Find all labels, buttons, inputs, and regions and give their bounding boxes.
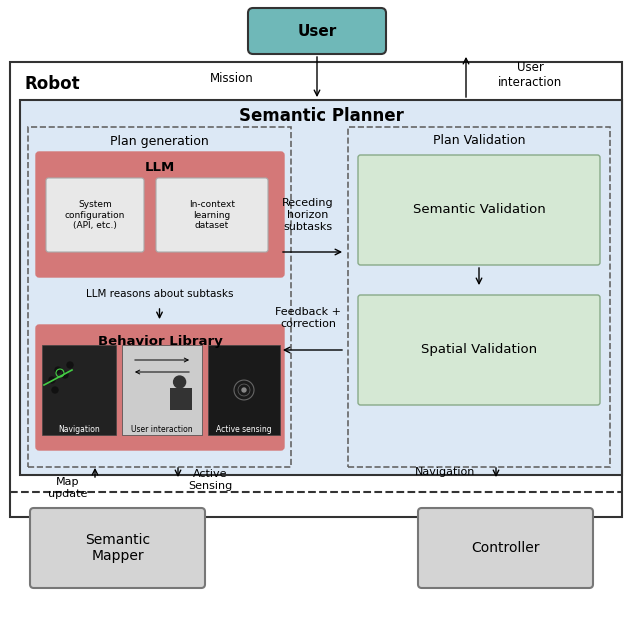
Text: User: User xyxy=(298,23,337,38)
Text: Semantic
Mapper: Semantic Mapper xyxy=(85,533,150,563)
FancyBboxPatch shape xyxy=(36,152,284,277)
Text: Semantic Planner: Semantic Planner xyxy=(238,107,403,125)
Text: Spatial Validation: Spatial Validation xyxy=(421,344,537,357)
Circle shape xyxy=(49,377,55,383)
Circle shape xyxy=(174,376,186,388)
Text: Plan generation: Plan generation xyxy=(110,134,209,148)
Text: Map
update: Map update xyxy=(48,477,88,499)
Bar xyxy=(20,100,622,475)
Text: User
interaction: User interaction xyxy=(498,61,562,89)
FancyBboxPatch shape xyxy=(358,295,600,405)
Bar xyxy=(42,345,116,435)
Text: LLM reasons about subtasks: LLM reasons about subtasks xyxy=(86,289,233,299)
Text: Navigation: Navigation xyxy=(415,467,475,477)
FancyBboxPatch shape xyxy=(36,325,284,450)
Text: System
configuration
(API, etc.): System configuration (API, etc.) xyxy=(65,200,125,230)
Bar xyxy=(170,388,192,410)
FancyBboxPatch shape xyxy=(30,508,205,588)
Circle shape xyxy=(55,367,61,373)
Text: Behavior Library: Behavior Library xyxy=(97,335,222,347)
Circle shape xyxy=(67,362,73,368)
Text: Controller: Controller xyxy=(471,541,540,555)
Bar xyxy=(122,345,202,435)
Text: Feedback +
correction: Feedback + correction xyxy=(275,307,341,329)
Circle shape xyxy=(62,372,68,378)
Text: Navigation: Navigation xyxy=(58,425,100,433)
Text: Plan Validation: Plan Validation xyxy=(433,134,525,148)
Bar xyxy=(10,62,622,517)
Bar xyxy=(348,127,610,467)
Text: Mission: Mission xyxy=(210,72,254,85)
FancyBboxPatch shape xyxy=(46,178,144,252)
FancyBboxPatch shape xyxy=(358,155,600,265)
Text: Active
Sensing: Active Sensing xyxy=(188,469,232,491)
Circle shape xyxy=(242,388,246,392)
Text: Semantic Validation: Semantic Validation xyxy=(413,203,545,217)
Bar xyxy=(208,345,280,435)
FancyBboxPatch shape xyxy=(248,8,386,54)
Circle shape xyxy=(52,387,58,393)
Text: Receding
horizon
subtasks: Receding horizon subtasks xyxy=(282,198,334,232)
FancyBboxPatch shape xyxy=(418,508,593,588)
FancyBboxPatch shape xyxy=(156,178,268,252)
Text: Active sensing: Active sensing xyxy=(216,425,272,433)
Text: Robot: Robot xyxy=(24,75,80,93)
Text: In-context
learning
dataset: In-context learning dataset xyxy=(189,200,235,230)
Text: LLM: LLM xyxy=(145,161,175,175)
Text: User interaction: User interaction xyxy=(131,425,193,433)
Bar xyxy=(28,127,291,467)
